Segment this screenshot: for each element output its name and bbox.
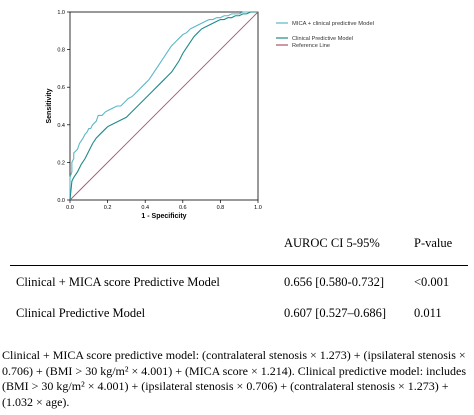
table-header-cell: AUROC CI 5-95% bbox=[284, 236, 380, 250]
clinical-roc-line bbox=[69, 11, 258, 201]
y-tick-label: 0.4 bbox=[57, 123, 65, 129]
x-tick-label: 0.6 bbox=[179, 205, 187, 211]
y-tick-label: 0.0 bbox=[57, 198, 65, 204]
reference-line bbox=[69, 11, 259, 201]
table-cell: 0.011 bbox=[414, 306, 442, 320]
table-header-cell bbox=[10, 236, 284, 266]
x-tick-label: 0.4 bbox=[141, 205, 149, 211]
ticks-layer: 0.0 0.2 0.4 0.6 0.8 1.0 0.0 0.2 0.4 0.6 0.8 1.0 bbox=[57, 10, 261, 211]
legend-label-clinical: Clinical Predictive Model bbox=[292, 36, 353, 42]
table-cell: 0.607 [0.527–0.686] bbox=[284, 306, 387, 320]
y-tick-label: 0.6 bbox=[57, 85, 65, 91]
table-cell: Clinical + MICA score Predictive Model bbox=[10, 265, 284, 306]
y-axis-label: Sensitivity bbox=[46, 88, 53, 123]
table-header-cell: P-value bbox=[414, 236, 453, 250]
legend-label-mica: MICA + clinical predictive Model bbox=[292, 21, 374, 27]
x-tick-label: 0.8 bbox=[217, 205, 225, 211]
y-tick-label: 0.8 bbox=[57, 48, 65, 54]
x-tick-label: 0.2 bbox=[104, 205, 112, 211]
legend: MICA + clinical predictive Model Clinica… bbox=[276, 21, 374, 49]
legend-label-reference: Reference Line bbox=[292, 43, 330, 49]
x-tick-label: 0.0 bbox=[66, 205, 74, 211]
table-cell: 0.656 [0.580-0.732] bbox=[284, 265, 414, 306]
table-cell: Clinical Predictive Model bbox=[16, 306, 146, 320]
y-tick-label: 1.0 bbox=[57, 10, 65, 16]
table-row: Clinical + MICA score Predictive Model 0… bbox=[10, 265, 468, 306]
table-footnote: Clinical + MICA score predictive model: … bbox=[2, 348, 467, 409]
table-row: Clinical Predictive Model 0.607 [0.527–0… bbox=[10, 306, 468, 321]
table-cell: <0.001 bbox=[414, 265, 468, 306]
x-axis-label: 1 - Specificity bbox=[141, 213, 186, 220]
mica-clinical-roc-line bbox=[69, 11, 258, 200]
x-tick-label: 1.0 bbox=[254, 205, 262, 211]
auroc-table: AUROC CI 5-95% P-value Clinical + MICA s… bbox=[10, 236, 468, 321]
table-header-row: AUROC CI 5-95% P-value bbox=[10, 236, 468, 266]
roc-chart: 0.0 0.2 0.4 0.6 0.8 1.0 0.0 0.2 0.4 0.6 0.8 1.0 Sen… bbox=[46, 10, 374, 220]
series-layer bbox=[69, 11, 259, 201]
y-tick-label: 0.2 bbox=[57, 160, 65, 166]
